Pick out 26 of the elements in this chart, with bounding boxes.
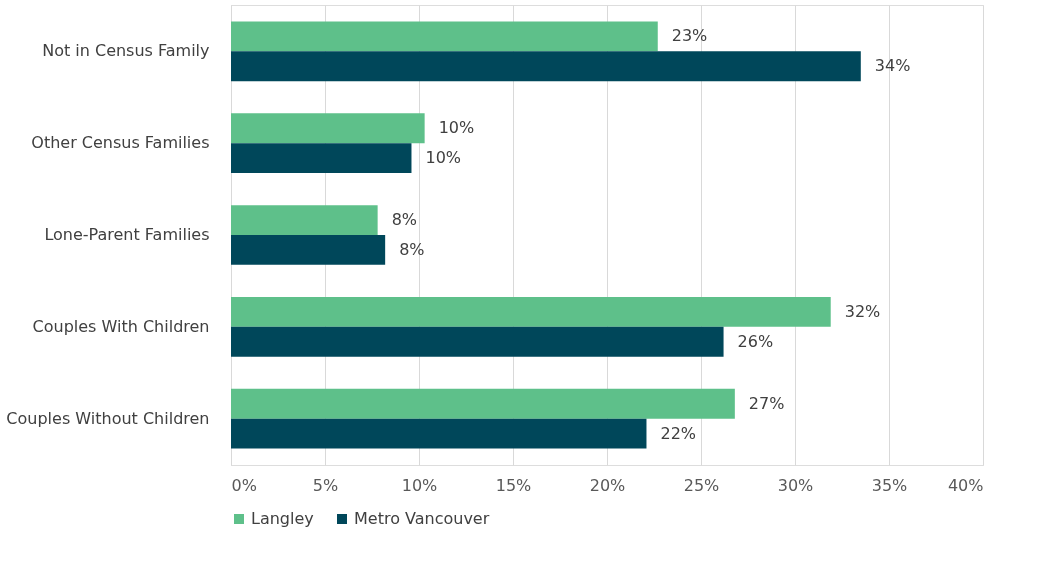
- data-label: 27%: [748, 393, 785, 413]
- data-label: 23%: [671, 26, 708, 46]
- x-tick-label: 35%: [871, 475, 908, 495]
- x-tick-label: 0%: [231, 475, 257, 495]
- data-label: 8%: [399, 239, 425, 259]
- x-tick-label: 10%: [401, 475, 438, 495]
- data-label: 8%: [391, 210, 418, 230]
- legend-label: Langley: [251, 509, 314, 528]
- x-tick-label: 5%: [312, 475, 339, 495]
- x-tick-label: 40%: [947, 475, 984, 495]
- y-tick-label: Lone-Parent Families: [44, 225, 210, 244]
- x-tick-label: 15%: [495, 475, 532, 495]
- data-label: 26%: [737, 331, 774, 351]
- data-label: 34%: [874, 56, 911, 76]
- data-label: 10%: [438, 118, 475, 138]
- y-tick-label: Other Census Families: [31, 133, 210, 153]
- y-tick-label: Couples Without Children: [6, 408, 210, 428]
- x-tick-label: 25%: [683, 475, 720, 495]
- data-label: 22%: [660, 423, 697, 443]
- data-label: 10%: [425, 148, 462, 168]
- y-tick-label: Couples With Children: [32, 316, 210, 336]
- data-label: 32%: [844, 301, 881, 321]
- legend-label: Metro Vancouver: [354, 509, 490, 528]
- x-tick-label: 20%: [589, 475, 626, 495]
- x-tick-label: 30%: [777, 475, 814, 495]
- y-tick-label: Not in Census Family: [42, 41, 210, 61]
